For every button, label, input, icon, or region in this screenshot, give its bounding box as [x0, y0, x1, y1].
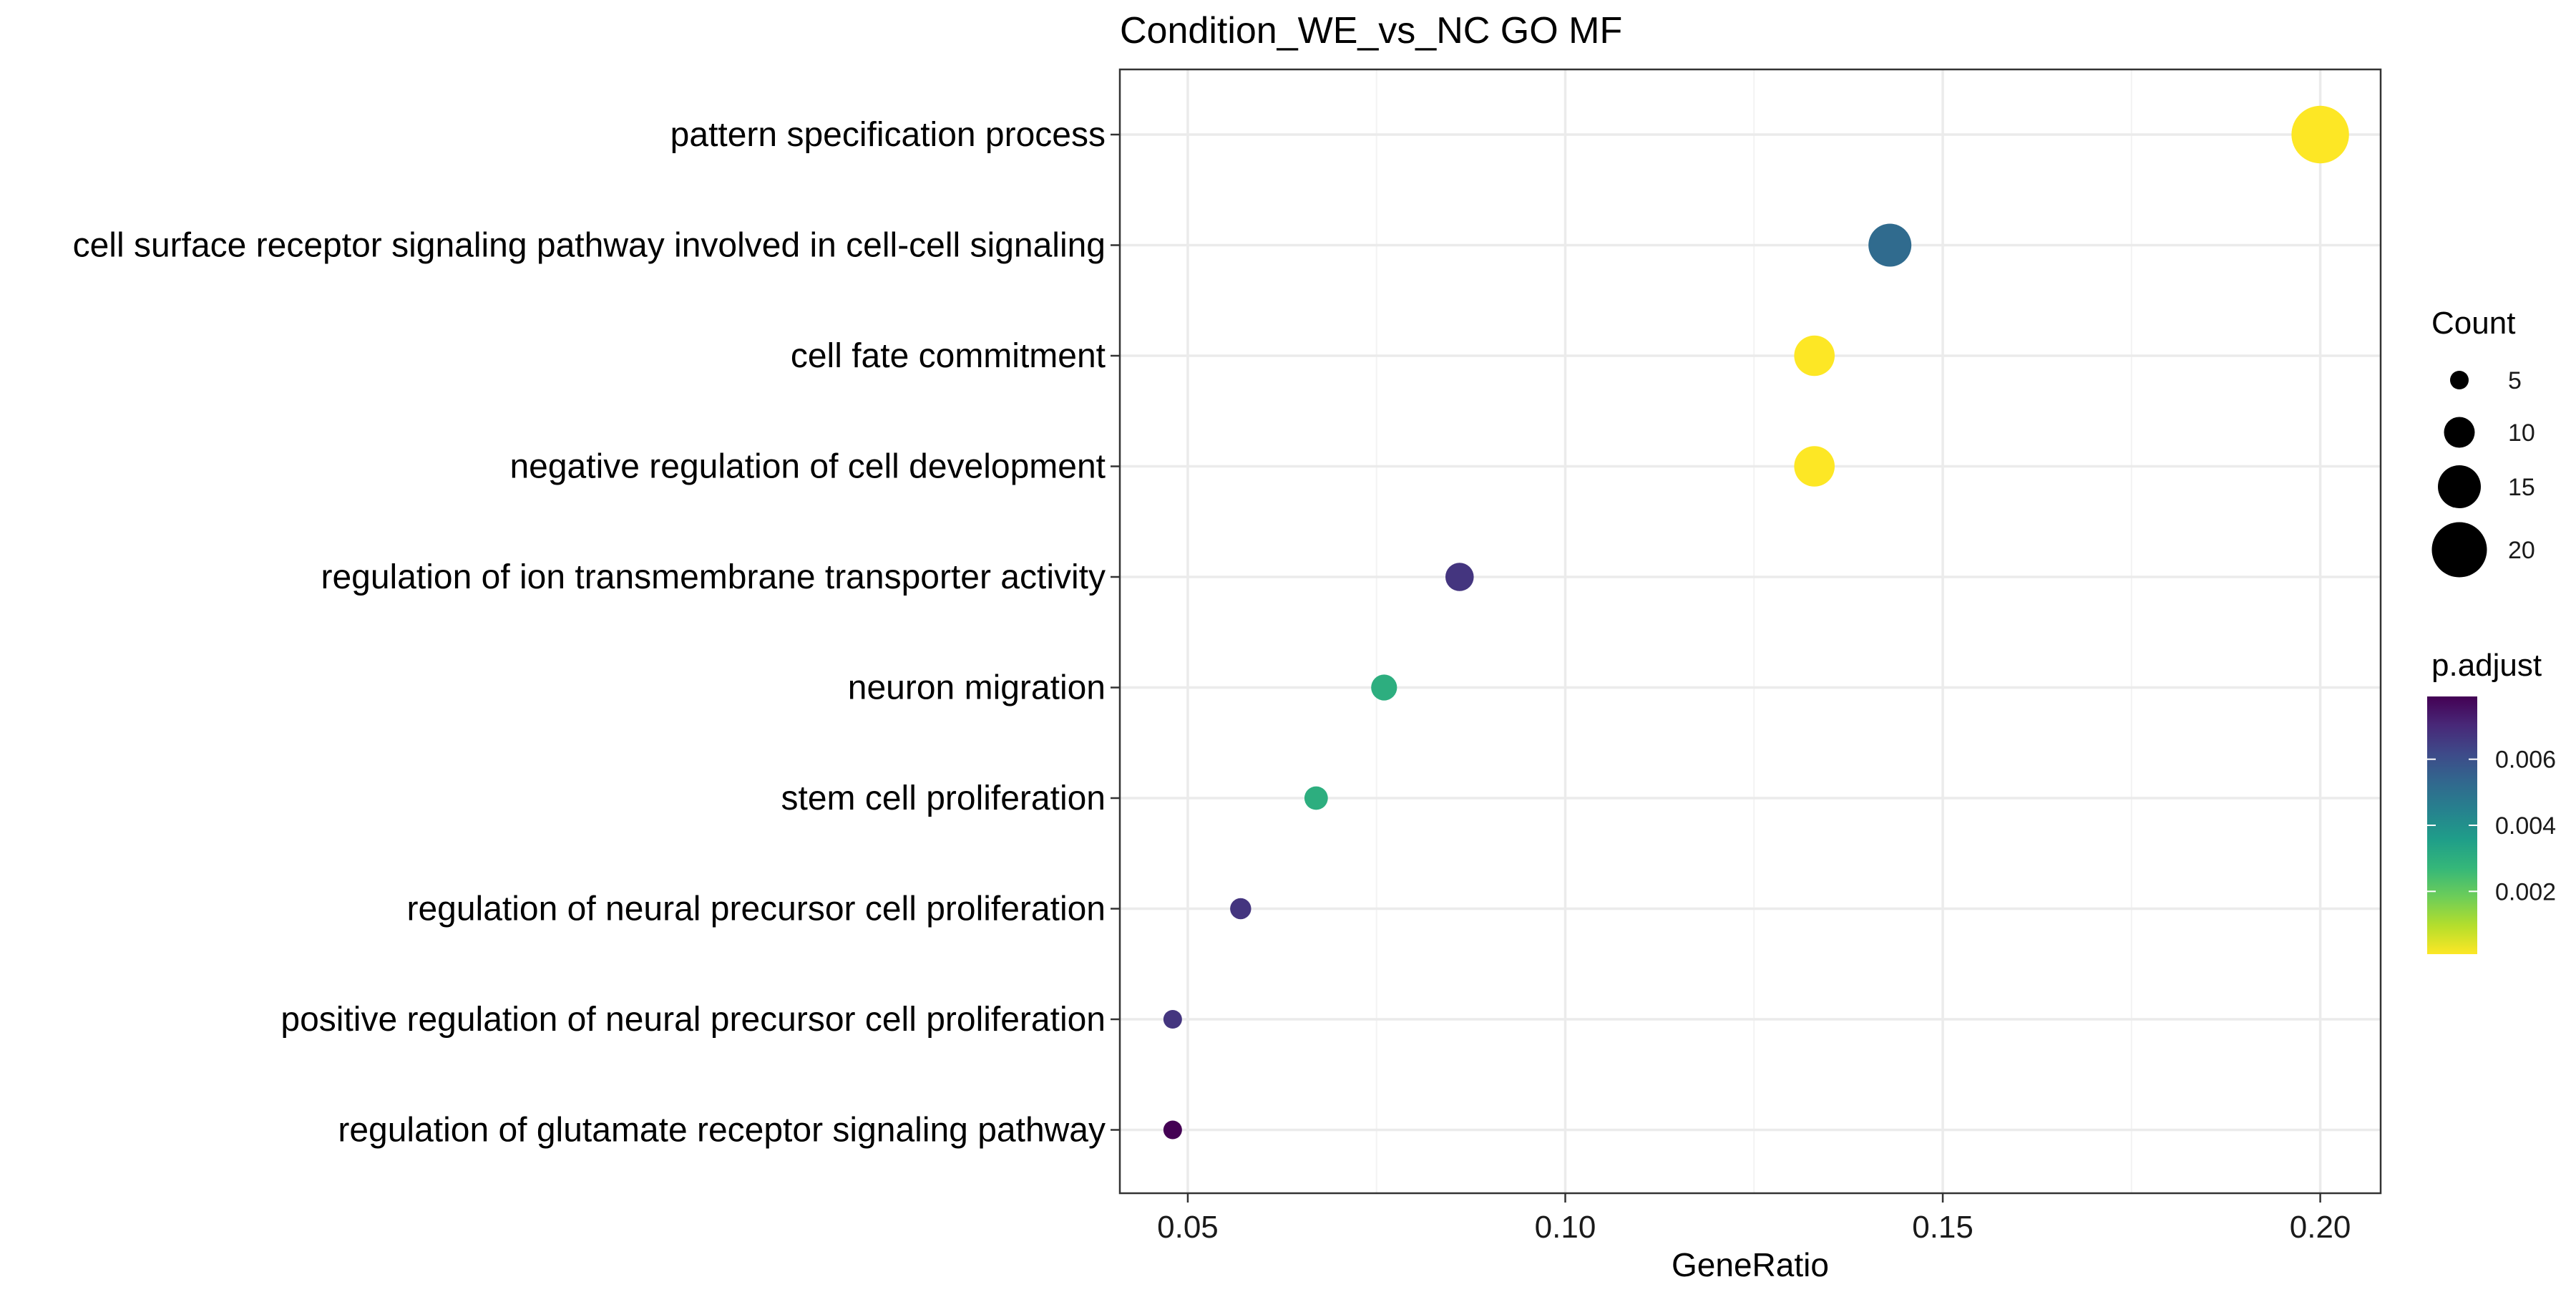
count-legend-dot — [2444, 417, 2475, 448]
count-legend-label: 10 — [2508, 419, 2535, 447]
point-layer — [1163, 105, 2349, 1140]
chart-title: Condition_WE_vs_NC GO MF — [1120, 10, 1622, 52]
p-adjust-legend: p.adjust 0.002 0.004 0.006 — [2427, 648, 2556, 954]
x-axis-title: GeneRatio — [1672, 1246, 1829, 1283]
category-label: regulation of neural precursor cell prol… — [406, 890, 1106, 928]
p-adjust-legend-label: 0.006 — [2495, 747, 2556, 774]
data-point — [1163, 1120, 1182, 1140]
count-legend-title: Count — [2431, 306, 2515, 341]
category-label: stem cell proliferation — [781, 779, 1106, 817]
count-legend-label: 5 — [2508, 367, 2522, 394]
p-adjust-legend-label: 0.004 — [2495, 812, 2556, 840]
plot-panel-border — [1118, 68, 2382, 1195]
data-point — [1445, 563, 1474, 591]
data-point — [1794, 446, 1835, 487]
count-legend-dot — [2431, 522, 2487, 578]
data-point — [1868, 223, 1912, 267]
category-label: neuron migration — [848, 669, 1106, 707]
category-label: positive regulation of neural precursor … — [280, 1001, 1106, 1039]
count-legend: Count 5 10 15 20 — [2431, 306, 2535, 578]
category-axis: pattern specification process cell surfac… — [73, 116, 1120, 1150]
category-label: cell surface receptor signaling pathway … — [73, 227, 1106, 265]
count-legend-dot — [2450, 371, 2469, 389]
x-tick-label: 0.05 — [1157, 1210, 1219, 1245]
count-legend-label: 15 — [2508, 474, 2535, 501]
data-point — [1304, 786, 1328, 810]
data-point — [1371, 674, 1397, 701]
data-point — [1794, 335, 1835, 377]
p-adjust-legend-label: 0.002 — [2495, 878, 2556, 905]
p-adjust-legend-title: p.adjust — [2431, 648, 2542, 683]
x-tick-label: 0.20 — [2290, 1210, 2351, 1245]
category-label: pattern specification process — [670, 116, 1106, 154]
category-label: negative regulation of cell development — [509, 448, 1106, 486]
category-label: cell fate commitment — [791, 337, 1106, 375]
x-axis: 0.05 0.10 0.15 0.20 — [1157, 1193, 2351, 1245]
x-tick-label: 0.10 — [1535, 1210, 1596, 1245]
count-legend-label: 20 — [2508, 537, 2535, 564]
data-point — [2291, 105, 2349, 164]
count-legend-dot — [2438, 465, 2481, 508]
category-label: regulation of ion transmembrane transpor… — [321, 558, 1106, 596]
data-point — [1163, 1010, 1182, 1029]
data-point — [1230, 898, 1252, 920]
x-tick-label: 0.15 — [1912, 1210, 1974, 1245]
category-label: regulation of glutamate receptor signali… — [338, 1112, 1106, 1150]
grid-layer — [1120, 69, 2381, 1193]
